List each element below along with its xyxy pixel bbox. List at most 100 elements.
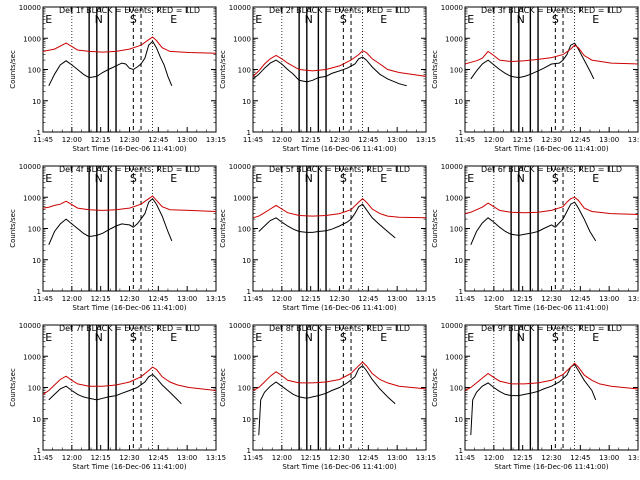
orbit-marker-label: S <box>130 331 137 344</box>
y-tick-label: 100 <box>238 385 251 393</box>
orbit-marker-label: S <box>130 13 137 26</box>
series-line-events <box>252 56 407 87</box>
series-line-lld <box>252 50 427 77</box>
y-tick-label: 100 <box>28 226 41 234</box>
y-tick-label: 1000 <box>233 353 251 361</box>
series-line-lld <box>42 36 217 54</box>
orbit-marker-label: E <box>255 172 262 185</box>
orbit-marker-label: N <box>517 331 525 344</box>
orbit-marker-label: N <box>95 172 103 185</box>
y-axis-label: Counts/sec <box>431 50 439 89</box>
x-tick-label: 12:00 <box>62 295 82 303</box>
y-axis-label: Counts/sec <box>9 368 17 407</box>
detector-panel-4: Det 4f BLACK = Events, RED = LLD11010010… <box>9 163 226 312</box>
x-axis-label: Start Time (16-Dec-06 11:41:00) <box>494 463 608 471</box>
x-tick-label: 11:45 <box>243 454 263 462</box>
x-axis-label: Start Time (16-Dec-06 11:41:00) <box>494 304 608 312</box>
x-tick-label: 12:45 <box>148 454 168 462</box>
orbit-marker-label: E <box>45 13 52 26</box>
orbit-marker-label: N <box>517 172 525 185</box>
x-tick-label: 12:00 <box>272 454 292 462</box>
x-tick-label: 12:45 <box>570 454 590 462</box>
y-tick-label: 1 <box>459 447 463 455</box>
x-tick-label: 12:30 <box>119 295 139 303</box>
y-axis-label: Counts/sec <box>219 368 227 407</box>
x-tick-label: 13:00 <box>387 136 407 144</box>
orbit-marker-label: S <box>340 13 347 26</box>
x-tick-label: 12:15 <box>91 295 111 303</box>
x-tick-label: 12:15 <box>301 454 321 462</box>
y-tick-label: 1 <box>459 288 463 296</box>
y-tick-label: 10000 <box>19 4 41 12</box>
x-tick-label: 12:45 <box>358 136 378 144</box>
y-tick-label: 10 <box>32 257 41 265</box>
y-tick-label: 1000 <box>23 35 41 43</box>
y-tick-label: 1000 <box>233 35 251 43</box>
x-tick-label: 12:15 <box>301 295 321 303</box>
x-tick-label: 12:15 <box>513 454 533 462</box>
x-tick-label: 12:00 <box>484 454 504 462</box>
x-tick-label: 11:45 <box>455 136 475 144</box>
x-tick-label: 12:15 <box>301 136 321 144</box>
y-tick-label: 10 <box>242 98 251 106</box>
orbit-marker-label: N <box>305 172 313 185</box>
x-axis-label: Start Time (16-Dec-06 11:41:00) <box>282 145 396 153</box>
orbit-marker-label: E <box>592 13 599 26</box>
detector-panel-3: Det 3f BLACK = Events, RED = LLD11010010… <box>431 4 640 153</box>
y-tick-label: 10 <box>454 257 463 265</box>
series-line-events <box>258 365 396 436</box>
x-tick-label: 12:30 <box>329 136 349 144</box>
x-tick-label: 13:15 <box>206 136 226 144</box>
orbit-marker-label: E <box>380 172 387 185</box>
x-tick-label: 13:15 <box>628 454 640 462</box>
series-line-lld <box>464 44 639 65</box>
detector-panel-7: Det 7f BLACK = Events, RED = LLD11010010… <box>9 322 226 471</box>
x-tick-label: 11:45 <box>243 295 263 303</box>
x-tick-label: 13:00 <box>177 454 197 462</box>
x-tick-label: 12:45 <box>570 136 590 144</box>
y-tick-label: 10 <box>32 416 41 424</box>
orbit-marker-label: E <box>170 13 177 26</box>
orbit-marker-label: S <box>552 13 559 26</box>
y-tick-label: 1000 <box>233 194 251 202</box>
orbit-marker-label: E <box>467 13 474 26</box>
y-axis-label: Counts/sec <box>9 209 17 248</box>
y-axis-label: Counts/sec <box>219 209 227 248</box>
orbit-marker-label: N <box>95 13 103 26</box>
orbit-marker-label: S <box>340 331 347 344</box>
y-tick-label: 1000 <box>445 35 463 43</box>
orbit-marker-label: E <box>170 331 177 344</box>
detector-panel-6: Det 6f BLACK = Events, RED = LLD11010010… <box>431 163 640 312</box>
orbit-marker-label: E <box>255 13 262 26</box>
y-tick-label: 10000 <box>441 4 463 12</box>
series-line-lld <box>464 196 639 215</box>
orbit-marker-label: E <box>255 331 262 344</box>
orbit-marker-label: E <box>45 172 52 185</box>
x-tick-label: 12:15 <box>513 136 533 144</box>
y-tick-label: 1000 <box>445 353 463 361</box>
x-tick-label: 11:45 <box>33 454 53 462</box>
x-axis-label: Start Time (16-Dec-06 11:41:00) <box>72 463 186 471</box>
orbit-marker-label: S <box>552 331 559 344</box>
orbit-marker-label: N <box>517 13 525 26</box>
orbit-marker-label: E <box>45 331 52 344</box>
detector-panel-5: Det 5f BLACK = Events, RED = LLD11010010… <box>219 163 436 312</box>
y-tick-label: 100 <box>238 226 251 234</box>
x-tick-label: 11:45 <box>33 136 53 144</box>
series-line-events <box>48 40 173 87</box>
x-tick-label: 13:00 <box>177 295 197 303</box>
x-tick-label: 13:15 <box>628 136 640 144</box>
series-line-lld <box>252 198 427 219</box>
x-tick-label: 13:15 <box>416 454 436 462</box>
x-tick-label: 13:15 <box>206 295 226 303</box>
x-axis-label: Start Time (16-Dec-06 11:41:00) <box>494 145 608 153</box>
x-tick-label: 12:30 <box>541 136 561 144</box>
orbit-marker-label: N <box>95 331 103 344</box>
orbit-marker-label: E <box>467 172 474 185</box>
detector-panel-1: Det 1f BLACK = Events, RED = LLD11010010… <box>9 4 226 153</box>
series-line-events <box>48 197 173 245</box>
y-tick-label: 1000 <box>23 353 41 361</box>
y-tick-label: 1000 <box>23 194 41 202</box>
orbit-marker-label: N <box>305 331 313 344</box>
y-axis-label: Counts/sec <box>431 368 439 407</box>
